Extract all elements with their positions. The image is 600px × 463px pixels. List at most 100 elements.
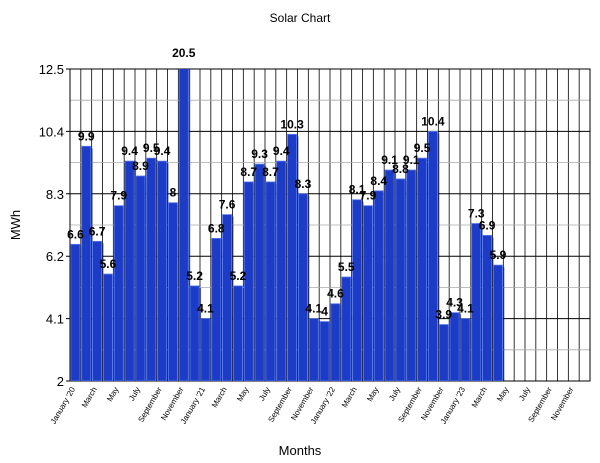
bar bbox=[308, 318, 319, 381]
value-label: 7.9 bbox=[110, 189, 127, 203]
y-tick-label: 6.2 bbox=[46, 249, 64, 264]
bar bbox=[81, 145, 92, 381]
bar bbox=[70, 243, 81, 381]
y-tick-label: 10.4 bbox=[39, 124, 64, 139]
bar bbox=[330, 303, 341, 381]
value-label: 4.6 bbox=[327, 287, 344, 301]
value-label: 5.5 bbox=[338, 260, 355, 274]
bar bbox=[406, 169, 417, 381]
bar bbox=[178, 69, 189, 381]
y-tick-label: 4.1 bbox=[46, 312, 64, 327]
value-label: 8.1 bbox=[349, 183, 366, 197]
value-label: 9.9 bbox=[78, 129, 95, 143]
value-label: 4 bbox=[321, 305, 328, 319]
bar bbox=[222, 214, 233, 381]
bar bbox=[341, 276, 352, 381]
y-tick-label: 12.5 bbox=[39, 62, 64, 77]
value-label: 6.7 bbox=[89, 224, 106, 238]
bar bbox=[449, 312, 460, 381]
bar bbox=[232, 285, 243, 381]
x-tick-label: March bbox=[80, 386, 99, 410]
bar bbox=[384, 169, 395, 381]
bar bbox=[319, 321, 330, 381]
bar bbox=[492, 264, 503, 381]
bar bbox=[113, 205, 124, 381]
bar bbox=[102, 273, 113, 381]
x-tick-label: March bbox=[340, 386, 359, 410]
value-label: 9.1 bbox=[381, 153, 398, 167]
value-label: 9.4 bbox=[154, 144, 171, 158]
value-label: 6.6 bbox=[67, 227, 84, 241]
bar bbox=[265, 181, 276, 381]
x-tick-label: July bbox=[127, 386, 142, 403]
x-tick-label: May bbox=[105, 386, 120, 404]
value-label: 9.1 bbox=[403, 153, 420, 167]
bar bbox=[157, 160, 168, 381]
value-label: 7.6 bbox=[219, 198, 236, 212]
value-label: 5.9 bbox=[490, 248, 507, 262]
value-label: 8 bbox=[170, 186, 177, 200]
bar bbox=[417, 157, 428, 381]
x-tick-label: January '20 bbox=[49, 385, 78, 426]
x-axis-label: Months bbox=[279, 443, 322, 458]
value-label: 9.5 bbox=[414, 141, 431, 155]
value-label: 4.1 bbox=[305, 302, 322, 316]
value-label: 9.4 bbox=[121, 144, 138, 158]
value-label: 8.4 bbox=[370, 174, 387, 188]
value-label: 10.4 bbox=[421, 114, 445, 128]
value-label: 6.8 bbox=[208, 221, 225, 235]
bar bbox=[243, 181, 254, 381]
value-label: 4.1 bbox=[197, 302, 214, 316]
x-tick-label: July bbox=[517, 386, 532, 403]
bar bbox=[362, 205, 373, 381]
value-label: 20.5 bbox=[172, 46, 196, 60]
value-label: 8.7 bbox=[240, 165, 257, 179]
bar bbox=[124, 160, 135, 381]
value-label: 8.9 bbox=[132, 159, 149, 173]
x-tick-label: July bbox=[257, 386, 272, 403]
value-label: 6.9 bbox=[479, 218, 496, 232]
x-tick-label: May bbox=[365, 386, 380, 404]
bar bbox=[427, 130, 438, 381]
bar bbox=[167, 202, 178, 381]
value-label: 8.3 bbox=[295, 177, 312, 191]
x-tick-label: March bbox=[470, 386, 489, 410]
value-label: 7.9 bbox=[360, 189, 377, 203]
y-tick-label: 2 bbox=[57, 374, 64, 389]
bar bbox=[92, 240, 103, 381]
x-tick-label: May bbox=[495, 386, 510, 404]
value-label: 5.2 bbox=[186, 269, 203, 283]
value-label: 10.3 bbox=[280, 117, 304, 131]
bar bbox=[373, 190, 384, 381]
value-label: 8.8 bbox=[392, 162, 409, 176]
bars bbox=[70, 69, 505, 381]
value-label: 8.7 bbox=[262, 165, 279, 179]
x-tick-label: July bbox=[387, 386, 402, 403]
value-label: 3.9 bbox=[435, 308, 452, 322]
value-label: 5.6 bbox=[100, 257, 117, 271]
value-label: 4.1 bbox=[457, 302, 474, 316]
bar bbox=[352, 199, 363, 381]
bar bbox=[200, 318, 211, 381]
y-axis-label: MWh bbox=[8, 210, 23, 240]
bar bbox=[438, 324, 449, 381]
bar bbox=[211, 237, 222, 381]
bar bbox=[189, 285, 200, 381]
bar bbox=[276, 160, 287, 381]
bar bbox=[395, 178, 406, 381]
bar bbox=[460, 318, 471, 381]
value-label: 9.5 bbox=[143, 141, 160, 155]
x-tick-label: March bbox=[210, 386, 229, 410]
value-label: 9.4 bbox=[273, 144, 290, 158]
bar bbox=[146, 157, 157, 381]
bar bbox=[297, 193, 308, 381]
value-label: 4.3 bbox=[446, 296, 463, 310]
bar bbox=[287, 133, 298, 381]
value-label: 7.3 bbox=[468, 207, 485, 221]
bar bbox=[471, 223, 482, 381]
y-tick-label: 8.3 bbox=[46, 187, 64, 202]
value-label: 9.3 bbox=[251, 147, 268, 161]
value-label: 5.2 bbox=[230, 269, 247, 283]
